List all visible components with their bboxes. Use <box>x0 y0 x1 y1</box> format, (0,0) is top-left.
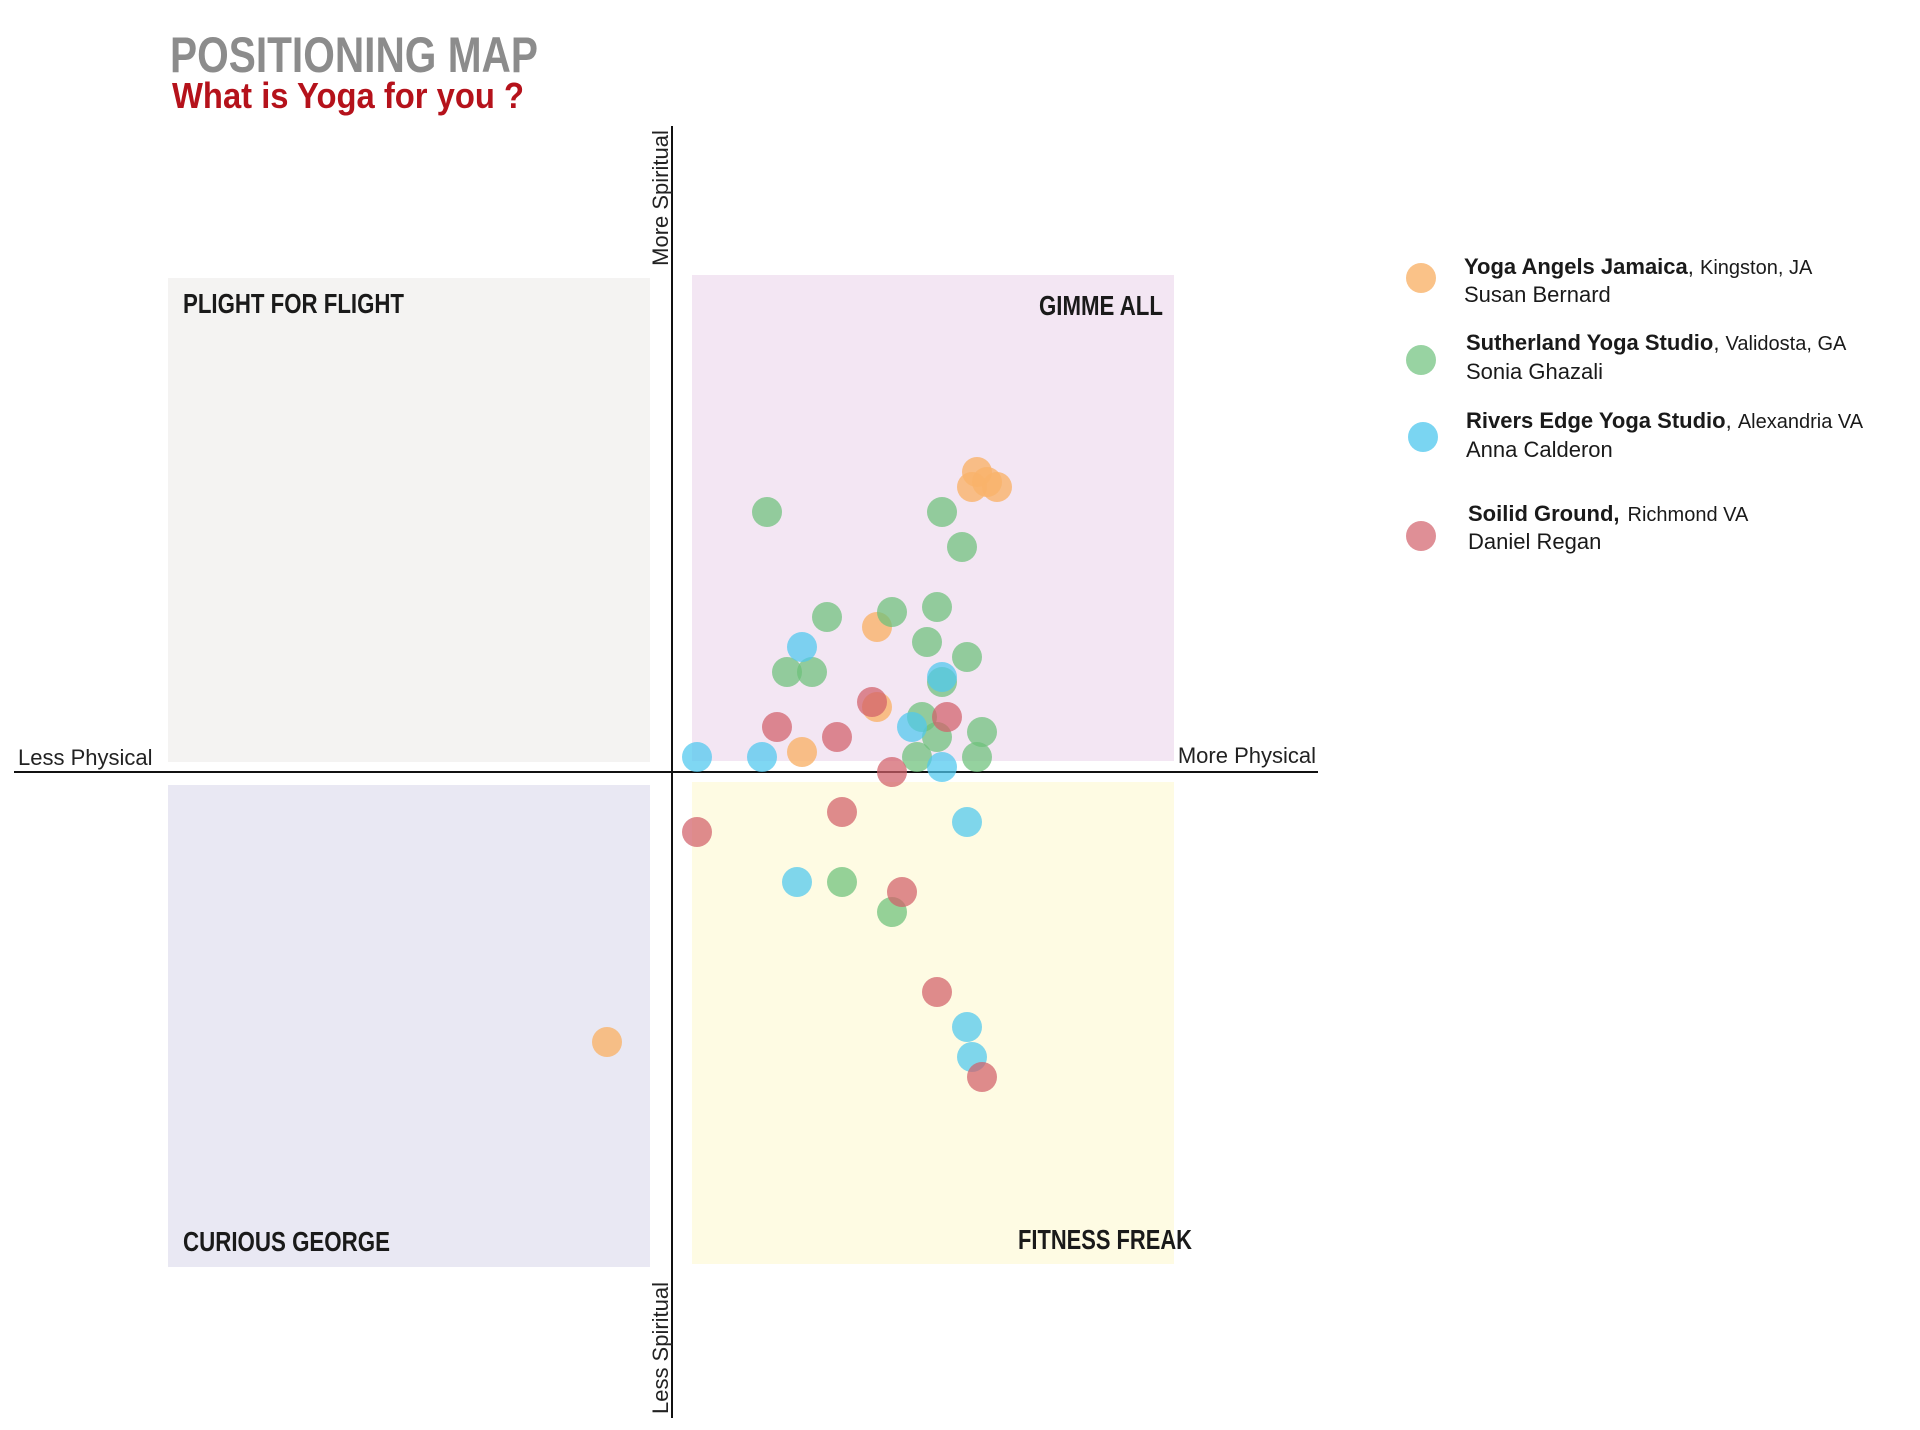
data-point-series-3-3 <box>822 722 852 752</box>
legend-label: Yoga Angels Jamaica, Kingston, JA <box>1464 254 1813 279</box>
legend-marker <box>1406 521 1436 551</box>
x-axis-label-right: More Physical <box>1178 743 1316 768</box>
data-point-series-3-4 <box>877 757 907 787</box>
data-point-series-2-5 <box>927 752 957 782</box>
data-point-series-2-7 <box>782 867 812 897</box>
legend: Yoga Angels Jamaica, Kingston, JA Susan … <box>1406 254 1864 554</box>
quadrant-bl-label: CURIOUS GEORGE <box>183 1226 390 1257</box>
data-point-series-1-16 <box>827 867 857 897</box>
legend-marker <box>1406 263 1436 293</box>
data-point-series-1-1 <box>927 497 957 527</box>
legend-studio: Rivers Edge Yoga Studio <box>1466 408 1726 433</box>
y-axis-label-bottom: Less Spiritual <box>648 1282 673 1414</box>
data-point-series-3-2 <box>762 712 792 742</box>
data-point-series-1-0 <box>752 497 782 527</box>
data-point-series-1-9 <box>797 657 827 687</box>
data-point-series-0-7 <box>592 1027 622 1057</box>
data-point-series-3-1 <box>932 702 962 732</box>
data-point-series-2-8 <box>952 1012 982 1042</box>
legend-item-rivers-edge: Rivers Edge Yoga Studio, Alexandria VA A… <box>1408 408 1864 462</box>
legend-comma: , <box>1688 254 1700 279</box>
chart-title: POSITIONING MAP <box>170 27 538 83</box>
data-point-series-1-6 <box>912 627 942 657</box>
data-point-series-3-7 <box>887 877 917 907</box>
data-point-series-1-7 <box>952 642 982 672</box>
legend-label: Sutherland Yoga Studio, Validosta, GA <box>1466 330 1847 355</box>
quadrant-bl-background <box>168 785 650 1267</box>
data-point-series-1-15 <box>962 742 992 772</box>
legend-location: Validosta, GA <box>1726 333 1847 355</box>
quadrant-br-background <box>692 782 1174 1264</box>
data-point-series-1-2 <box>947 532 977 562</box>
y-axis-label-top: More Spiritual <box>648 130 673 266</box>
legend-comma: , <box>1713 330 1725 355</box>
legend-person: Susan Bernard <box>1464 282 1611 307</box>
data-point-series-2-4 <box>747 742 777 772</box>
data-point-series-0-3 <box>957 472 987 502</box>
data-point-series-2-6 <box>952 807 982 837</box>
legend-studio: Sutherland Yoga Studio <box>1466 330 1713 355</box>
quadrant-tl-label: PLIGHT FOR FLIGHT <box>183 288 404 319</box>
legend-item-sutherland: Sutherland Yoga Studio, Validosta, GA So… <box>1406 330 1847 384</box>
data-point-series-1-14 <box>902 742 932 772</box>
data-points <box>592 457 1012 1092</box>
chart-subtitle: What is Yoga for you ? <box>172 75 524 116</box>
legend-location: Richmond VA <box>1628 504 1749 526</box>
legend-label: Rivers Edge Yoga Studio, Alexandria VA <box>1466 408 1864 433</box>
legend-location: Alexandria VA <box>1738 411 1864 433</box>
legend-item-yoga-angels: Yoga Angels Jamaica, Kingston, JA Susan … <box>1406 254 1813 307</box>
legend-studio: Yoga Angels Jamaica <box>1464 254 1689 279</box>
legend-location: Kingston, JA <box>1700 257 1813 279</box>
data-point-series-3-6 <box>682 817 712 847</box>
legend-item-soilid-ground: Soilid Ground, Richmond VA Daniel Regan <box>1406 501 1749 554</box>
legend-person: Sonia Ghazali <box>1466 359 1603 384</box>
data-point-series-3-9 <box>967 1062 997 1092</box>
data-point-series-1-8 <box>772 657 802 687</box>
x-axis-label-left: Less Physical <box>18 745 153 770</box>
data-point-series-2-0 <box>787 632 817 662</box>
legend-comma: , <box>1726 408 1738 433</box>
data-point-series-3-0 <box>857 687 887 717</box>
data-point-series-2-3 <box>682 742 712 772</box>
legend-marker <box>1408 422 1438 452</box>
data-point-series-2-1 <box>927 662 957 692</box>
data-point-series-2-2 <box>897 712 927 742</box>
legend-studio: Soilid Ground, <box>1468 501 1620 526</box>
quadrant-br-label: FITNESS FREAK <box>1018 1224 1192 1255</box>
data-point-series-1-12 <box>967 717 997 747</box>
legend-marker <box>1406 345 1436 375</box>
data-point-series-0-2 <box>982 472 1012 502</box>
legend-label: Soilid Ground, Richmond VA <box>1468 501 1749 526</box>
quadrant-tl-background <box>168 278 650 762</box>
data-point-series-1-3 <box>812 602 842 632</box>
data-point-series-0-6 <box>787 737 817 767</box>
data-point-series-1-5 <box>922 592 952 622</box>
legend-person: Anna Calderon <box>1466 437 1613 462</box>
data-point-series-3-8 <box>922 977 952 1007</box>
data-point-series-1-4 <box>877 597 907 627</box>
legend-person: Daniel Regan <box>1468 529 1601 554</box>
data-point-series-3-5 <box>827 797 857 827</box>
quadrant-tr-label: GIMME ALL <box>1039 290 1163 321</box>
